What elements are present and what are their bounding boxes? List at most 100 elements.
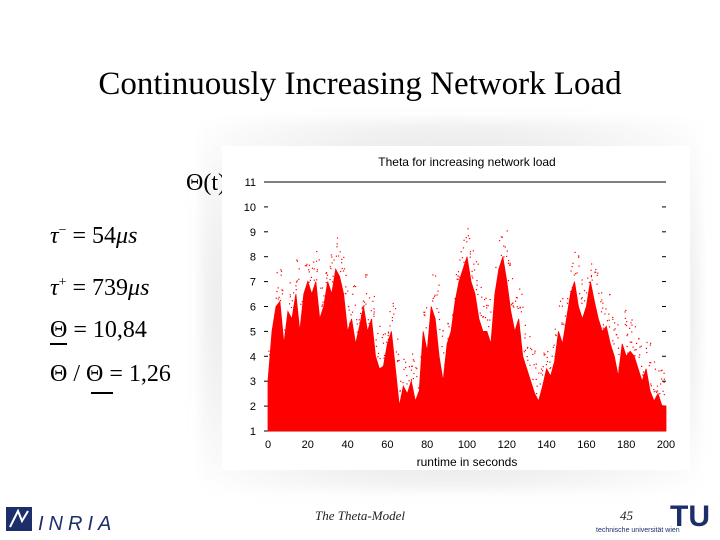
data-point: [336, 243, 338, 245]
data-point: [405, 367, 407, 369]
data-point: [627, 352, 629, 354]
data-point: [650, 383, 652, 385]
formula-tau-minus: τ− = 54μs: [50, 223, 138, 249]
data-point: [371, 319, 373, 321]
data-point: [495, 266, 497, 269]
data-point: [459, 259, 461, 261]
data-point: [333, 259, 335, 261]
data-point: [562, 298, 564, 300]
data-point: [604, 313, 606, 315]
data-point: [566, 327, 568, 329]
data-point: [367, 319, 369, 321]
data-point: [416, 375, 418, 378]
data-point: [498, 279, 500, 281]
x-tick-label: 180: [617, 439, 635, 451]
data-point: [424, 311, 426, 313]
data-point: [613, 329, 615, 331]
data-point: [341, 267, 343, 270]
y-tick-label: 8: [250, 252, 256, 264]
data-point: [315, 260, 318, 262]
data-point: [377, 356, 379, 358]
data-point: [482, 316, 484, 318]
data-point: [606, 320, 608, 322]
data-point: [638, 338, 640, 340]
data-point: [588, 304, 590, 306]
data-point: [293, 306, 295, 308]
data-point: [595, 268, 597, 271]
data-point: [530, 347, 532, 349]
data-point: [377, 332, 379, 335]
data-point: [353, 285, 356, 287]
data-point: [398, 359, 400, 361]
data-point: [343, 256, 345, 258]
data-point: [662, 405, 664, 407]
data-point: [487, 305, 489, 307]
x-tick-label: 20: [302, 439, 314, 451]
data-point: [298, 268, 300, 270]
data-point: [466, 241, 468, 243]
data-point: [373, 315, 375, 317]
data-point: [481, 296, 483, 298]
data-point: [420, 356, 422, 358]
data-point: [408, 366, 410, 368]
formula-theta-ratio: Θ / Θ = 1,26: [50, 361, 171, 394]
data-point: [649, 362, 651, 364]
data-point: [447, 322, 449, 324]
slide-title: Continuously Increasing Network Load: [98, 66, 622, 102]
data-point: [519, 288, 521, 290]
data-point: [437, 290, 439, 292]
data-point: [601, 299, 603, 301]
data-point: [417, 392, 419, 394]
data-point: [642, 371, 645, 373]
data-point: [290, 306, 293, 309]
data-point: [600, 301, 602, 303]
data-point: [655, 390, 657, 392]
data-point: [605, 326, 607, 329]
data-point: [436, 294, 438, 296]
data-point: [500, 263, 502, 265]
tau-minus-unit: μs: [116, 223, 138, 249]
data-point: [383, 357, 385, 359]
data-point: [517, 307, 519, 310]
data-point: [360, 314, 363, 316]
data-point: [596, 283, 598, 285]
x-tick-label: 100: [458, 439, 476, 451]
data-point: [306, 265, 308, 267]
data-point: [313, 261, 315, 263]
data-point: [509, 264, 511, 266]
data-point: [385, 353, 388, 355]
data-point: [589, 296, 591, 298]
data-point: [454, 298, 456, 300]
data-point: [375, 339, 377, 341]
data-point: [656, 385, 659, 387]
data-point: [575, 273, 577, 275]
data-point: [281, 289, 283, 291]
data-point: [614, 328, 616, 330]
data-point: [489, 299, 491, 301]
theta-ratio-symbol: Θ / Θ: [50, 361, 104, 387]
data-point: [511, 278, 514, 280]
data-point: [663, 394, 665, 396]
data-point: [499, 240, 501, 242]
data-point: [536, 393, 538, 395]
data-point: [543, 354, 545, 356]
data-point: [534, 350, 536, 352]
data-point: [488, 326, 490, 328]
data-point: [307, 289, 309, 291]
data-point: [326, 277, 328, 279]
data-point: [509, 262, 511, 264]
data-point: [360, 312, 362, 314]
data-point: [358, 319, 360, 321]
data-point: [535, 363, 537, 365]
data-point: [363, 305, 365, 307]
x-tick-label: 0: [265, 439, 271, 451]
data-point: [355, 285, 357, 288]
data-point: [529, 364, 531, 366]
data-point: [386, 341, 388, 343]
data-point: [268, 350, 270, 352]
data-point: [472, 277, 474, 279]
data-point: [489, 319, 491, 321]
data-point: [280, 270, 283, 272]
data-point: [380, 368, 382, 370]
data-point: [321, 287, 324, 289]
